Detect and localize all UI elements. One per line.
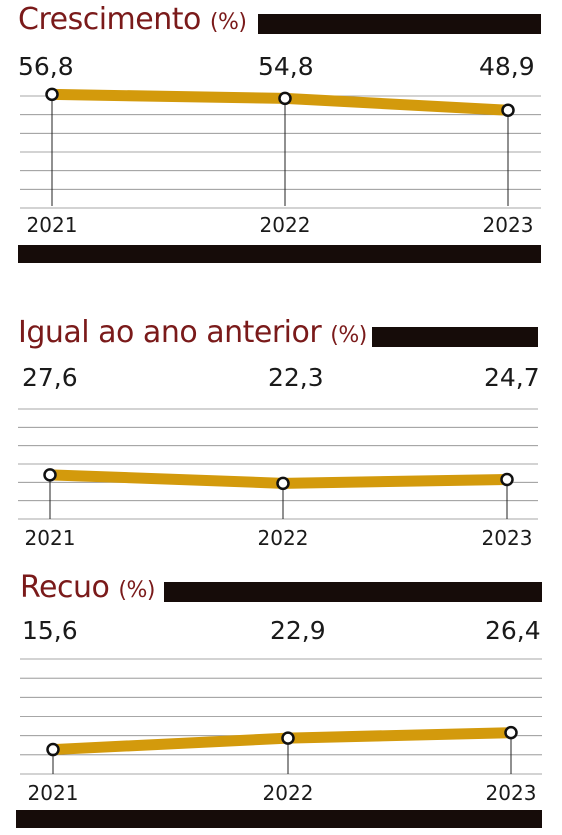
title-bar <box>164 582 542 602</box>
chart-title: Crescimento (%) <box>18 0 247 43</box>
data-point-2023 <box>500 472 514 487</box>
value-label-2023: 48,9 <box>479 52 535 81</box>
line-chart-crescimento: 2021 2022 2023 <box>20 87 541 237</box>
value-label-2022: 54,8 <box>258 52 314 81</box>
data-point-2021 <box>46 742 60 757</box>
value-label-2023: 26,4 <box>485 616 541 645</box>
x-tick-label-2022: 2022 <box>260 213 311 237</box>
title-bar <box>372 327 538 347</box>
x-tick-label-2021: 2021 <box>28 781 79 805</box>
data-point-2023 <box>504 725 518 740</box>
chart-title-unit: (%) <box>209 10 247 35</box>
data-point-2021 <box>43 468 57 482</box>
title-bar <box>258 14 541 34</box>
x-tick-label-2023: 2023 <box>483 213 534 237</box>
data-point-2022 <box>278 91 292 106</box>
x-tick-label-2022: 2022 <box>263 781 314 805</box>
x-tick-label-2023: 2023 <box>486 781 537 805</box>
x-tick-label-2022: 2022 <box>258 526 309 550</box>
chart-panel-recuo: Recuo (%) 15,6 22,9 26,4 2021 2022 2023 <box>0 568 562 835</box>
value-label-2022: 22,3 <box>268 363 324 392</box>
chart-title-unit: (%) <box>330 323 367 348</box>
value-label-2023: 24,7 <box>484 363 540 392</box>
line-chart-recuo: 2021 2022 2023 <box>20 658 542 805</box>
x-tick-label-2023: 2023 <box>482 526 533 550</box>
data-point-2023 <box>501 103 515 117</box>
chart-panel-crescimento: Crescimento (%) 56,8 54,8 48,9 2021 2022 2… <box>0 0 562 268</box>
chart-title: Igual ao ano anterior (%) <box>18 313 367 356</box>
x-tick-label-2021: 2021 <box>25 526 76 550</box>
chart-title-text: Igual ao ano anterior <box>18 315 322 350</box>
value-label-2021: 56,8 <box>18 52 74 81</box>
chart-title: Recuo (%) <box>20 568 155 611</box>
x-tick-label-2021: 2021 <box>27 213 78 237</box>
chart-title-unit: (%) <box>118 578 155 603</box>
chart-title-text: Crescimento <box>18 2 201 37</box>
chart-title-text: Recuo <box>20 570 110 605</box>
value-label-2021: 27,6 <box>22 363 78 392</box>
data-point-2022 <box>276 476 290 491</box>
bottom-bar <box>16 810 542 828</box>
chart-panel-igual: Igual ao ano anterior (%) 27,6 22,3 24,7… <box>0 313 562 558</box>
line-chart-igual: 2021 2022 2023 <box>18 408 538 550</box>
value-label-2022: 22,9 <box>270 616 326 645</box>
data-point-2021 <box>45 87 59 102</box>
data-point-2022 <box>281 731 295 745</box>
bottom-bar <box>18 245 541 263</box>
value-label-2021: 15,6 <box>22 616 78 645</box>
